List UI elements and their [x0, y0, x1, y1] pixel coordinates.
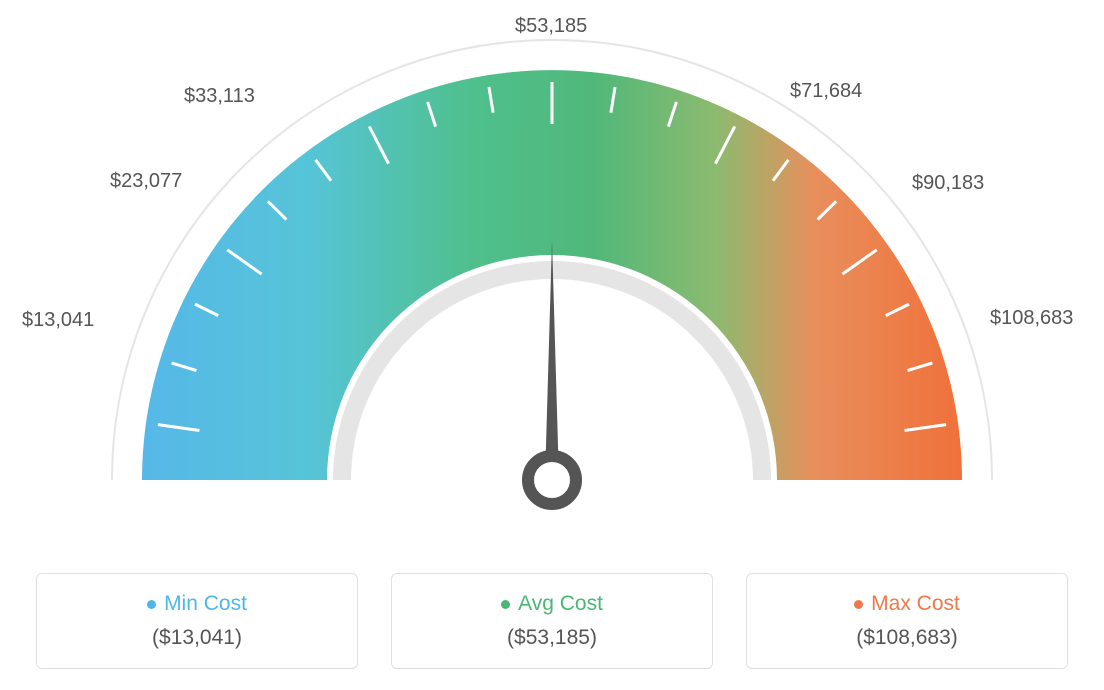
legend-box-min: Min Cost ($13,041) — [36, 573, 358, 669]
legend-box-max: Max Cost ($108,683) — [746, 573, 1068, 669]
gauge-chart-container: $13,041 $23,077 $33,113 $53,185 $71,684 $90,1… — [0, 0, 1104, 690]
legend-label-max: Max Cost — [871, 592, 960, 616]
scale-label: $71,684 — [790, 80, 862, 103]
needle-hub — [528, 456, 576, 504]
legend-label-avg: Avg Cost — [518, 592, 603, 616]
legend-value-avg: ($53,185) — [507, 626, 597, 650]
scale-label: $90,183 — [912, 172, 984, 195]
legend-dot-max — [854, 600, 863, 609]
scale-label: $13,041 — [22, 309, 94, 332]
legend-box-avg: Avg Cost ($53,185) — [391, 573, 713, 669]
legend-title-avg: Avg Cost — [501, 592, 603, 616]
scale-label: $23,077 — [110, 170, 182, 193]
legend-row: Min Cost ($13,041) Avg Cost ($53,185) Max Co… — [0, 573, 1104, 669]
legend-value-min: ($13,041) — [152, 626, 242, 650]
scale-label: $33,113 — [184, 85, 255, 108]
gauge-area: $13,041 $23,077 $33,113 $53,185 $71,684 $90,1… — [0, 0, 1104, 560]
legend-title-max: Max Cost — [854, 592, 960, 616]
legend-value-max: ($108,683) — [856, 626, 958, 650]
legend-dot-min — [147, 600, 156, 609]
legend-title-min: Min Cost — [147, 592, 247, 616]
scale-label: $108,683 — [990, 307, 1073, 330]
legend-label-min: Min Cost — [164, 592, 247, 616]
gauge-svg — [0, 0, 1104, 560]
scale-label: $53,185 — [515, 15, 587, 38]
legend-dot-avg — [501, 600, 510, 609]
